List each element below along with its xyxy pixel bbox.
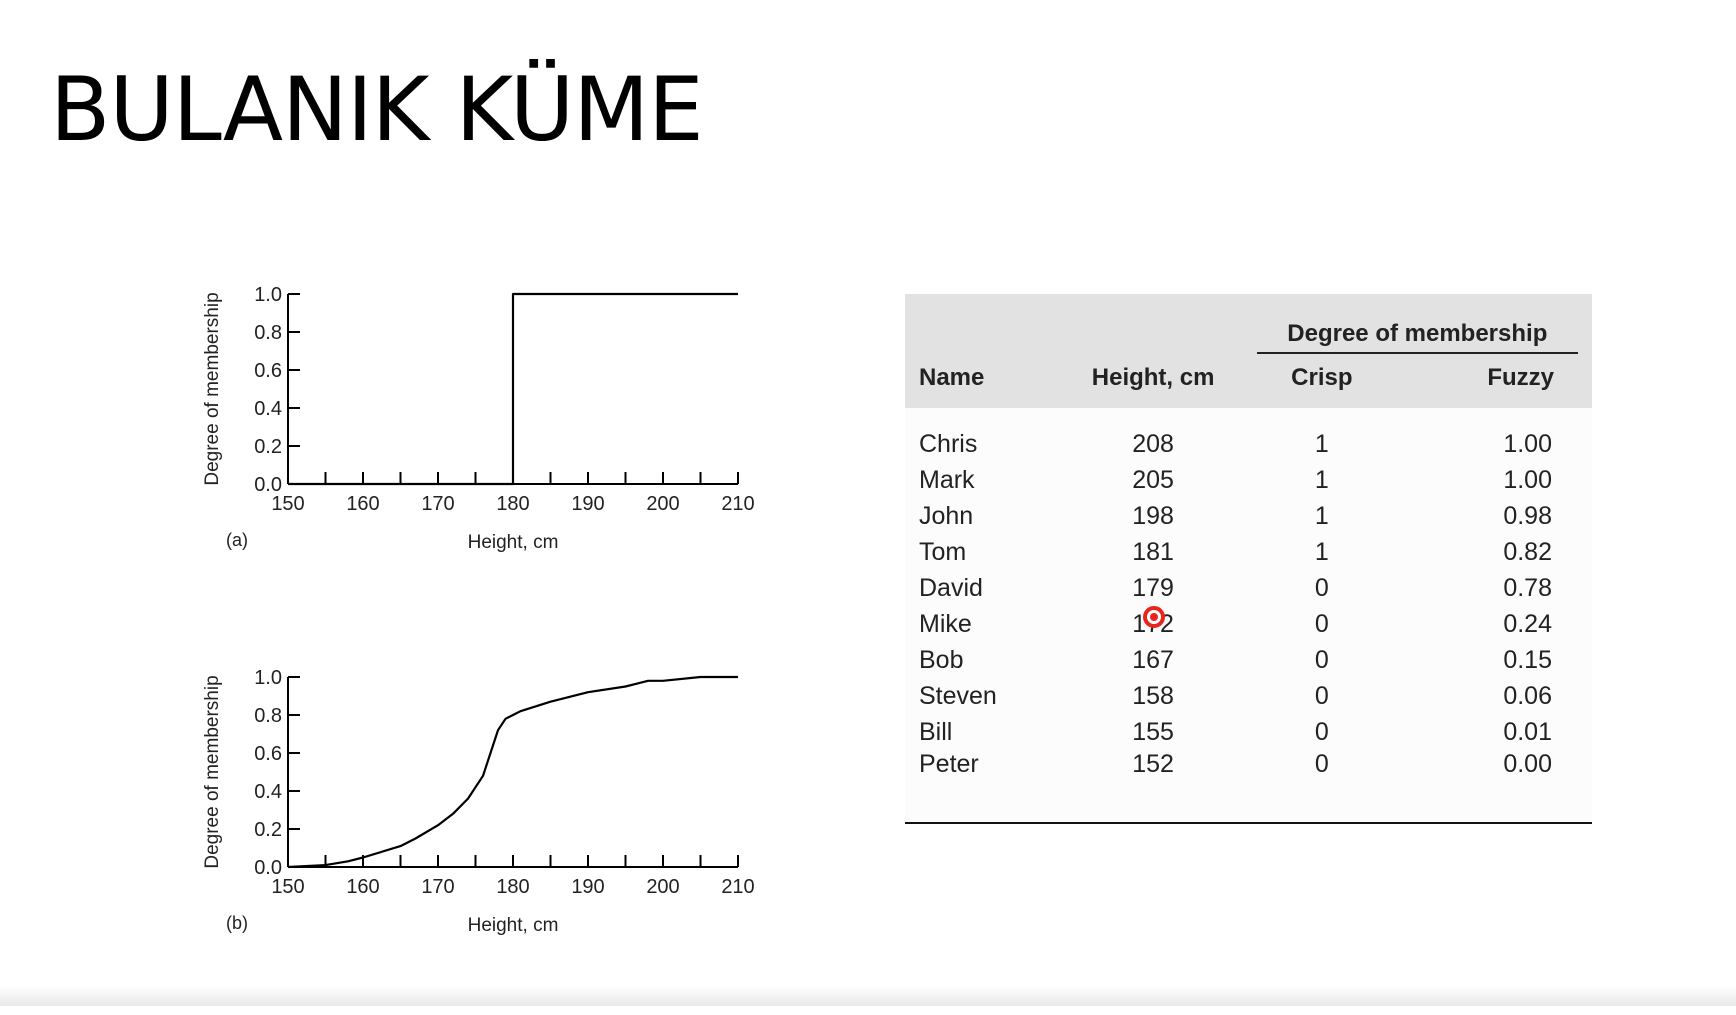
cell-crisp: 0: [1240, 606, 1404, 642]
group-header-degree-of-membership: Degree of membership: [1240, 294, 1592, 354]
cell-fuzzy: 1.00: [1403, 426, 1592, 462]
y-tick-label: 0.4: [254, 398, 282, 420]
table-body: Chris 208 1 1.00 Mark 205 1 1.00 John 19…: [905, 408, 1592, 824]
cell-height: 181: [1065, 534, 1241, 570]
chart-b: 0.0 0.2 0.4 0.6 0.8 1.0 150 160 170 180 190 200 210 D…: [200, 655, 860, 1015]
y-tick-label: 0.0: [254, 474, 282, 496]
cell-crisp: 0: [1240, 642, 1404, 678]
cell-height: 155: [1065, 714, 1241, 750]
x-tick-label: 190: [571, 493, 604, 515]
cell-height: 208: [1065, 426, 1241, 462]
bottom-edge: [0, 986, 1736, 1006]
y-tick-label: 0.8: [254, 705, 282, 727]
table-row: John 198 1 0.98: [905, 498, 1592, 534]
x-tick-label: 160: [346, 493, 379, 515]
x-tick-label: 150: [271, 493, 304, 515]
x-tick-label: 170: [421, 493, 454, 515]
x-tick-label: 190: [571, 876, 604, 898]
x-axis-title: Height, cm: [468, 915, 559, 936]
cell-name: Tom: [905, 534, 1066, 570]
panel-label: (b): [226, 913, 248, 933]
cell-height: 152: [1065, 750, 1241, 824]
x-tick-label: 200: [646, 493, 679, 515]
cell-height: 158: [1065, 678, 1241, 714]
cell-crisp: 0: [1240, 678, 1404, 714]
y-axis-title: Degree of membership: [202, 292, 223, 485]
cell-height: 205: [1065, 462, 1241, 498]
panel-label: (a): [226, 530, 248, 550]
cell-name: Chris: [905, 426, 1066, 462]
column-header-name: Name: [905, 354, 1066, 408]
membership-table: Degree of membership Name Height, cm Cri…: [905, 294, 1592, 824]
cell-fuzzy: 0.24: [1403, 606, 1592, 642]
cell-fuzzy: 0.01: [1403, 714, 1592, 750]
y-tick-label: 1.0: [254, 667, 282, 689]
cell-fuzzy: 0.98: [1403, 498, 1592, 534]
pointer-highlight-icon: [1143, 606, 1165, 628]
column-header-height: Height, cm: [1065, 354, 1241, 408]
cell-fuzzy: 0.82: [1403, 534, 1592, 570]
cell-name: Peter: [905, 750, 1066, 824]
cell-name: John: [905, 498, 1066, 534]
cell-crisp: 1: [1240, 498, 1404, 534]
cell-name: Mike: [905, 606, 1066, 642]
y-axis-title: Degree of membership: [202, 675, 223, 868]
y-tick-label: 1.0: [254, 284, 282, 306]
x-tick-label: 180: [496, 493, 529, 515]
y-tick-label: 0.0: [254, 857, 282, 879]
table-row: Tom 181 1 0.82: [905, 534, 1592, 570]
cell-crisp: 1: [1240, 534, 1404, 570]
cell-height: 179: [1065, 570, 1241, 606]
cell-name: David: [905, 570, 1066, 606]
table-group-header-row: Degree of membership: [905, 294, 1592, 354]
cell-fuzzy: 0.00: [1403, 750, 1592, 824]
x-tick-label: 160: [346, 876, 379, 898]
y-tick-label: 0.8: [254, 322, 282, 344]
cell-fuzzy: 0.06: [1403, 678, 1592, 714]
table-row: Steven 158 0 0.06: [905, 678, 1592, 714]
cell-fuzzy: 0.15: [1403, 642, 1592, 678]
chart-a: 0.0 0.2 0.4 0.6 0.8 1.0 150 160 170 180 190 200 210 D…: [200, 272, 860, 632]
table-column-header-row: Name Height, cm Crisp Fuzzy: [905, 354, 1592, 408]
table-row: Mike 172 0 0.24: [905, 606, 1592, 642]
cell-height: 167: [1065, 642, 1241, 678]
table-row: Bill 155 0 0.01: [905, 714, 1592, 750]
cell-fuzzy: 1.00: [1403, 462, 1592, 498]
y-tick-label: 0.4: [254, 781, 282, 803]
chart-a-svg: 0.0 0.2 0.4 0.6 0.8 1.0 150 160 170 180 190 200 210 D…: [202, 284, 755, 553]
column-header-fuzzy: Fuzzy: [1403, 354, 1592, 408]
x-tick-label: 150: [271, 876, 304, 898]
x-axis-title: Height, cm: [468, 532, 559, 553]
chart-b-svg: 0.0 0.2 0.4 0.6 0.8 1.0 150 160 170 180 190 200 210 D…: [202, 667, 755, 936]
table-row: David 179 0 0.78: [905, 570, 1592, 606]
column-header-crisp: Crisp: [1240, 354, 1404, 408]
x-tick-label: 180: [496, 876, 529, 898]
cell-crisp: 1: [1240, 462, 1404, 498]
table-row: Peter 152 0 0.00: [905, 750, 1592, 824]
table-row: Bob 167 0 0.15: [905, 642, 1592, 678]
slide-title: BULANIK KÜME: [50, 58, 704, 161]
cell-crisp: 0: [1240, 750, 1404, 824]
series-line: [288, 292, 738, 486]
cell-crisp: 0: [1240, 714, 1404, 750]
cell-name: Bob: [905, 642, 1066, 678]
cell-fuzzy: 0.78: [1403, 570, 1592, 606]
cell-height: 198: [1065, 498, 1241, 534]
x-tick-label: 210: [721, 493, 754, 515]
y-tick-label: 0.6: [254, 743, 282, 765]
cell-name: Steven: [905, 678, 1066, 714]
y-tick-label: 0.2: [254, 436, 282, 458]
y-tick-label: 0.6: [254, 360, 282, 382]
y-tick-label: 0.2: [254, 819, 282, 841]
x-tick-label: 170: [421, 876, 454, 898]
cell-crisp: 0: [1240, 570, 1404, 606]
x-tick-label: 200: [646, 876, 679, 898]
table-row: Mark 205 1 1.00: [905, 462, 1592, 498]
cell-name: Mark: [905, 462, 1066, 498]
series-line: [287, 675, 738, 869]
table-row: Chris 208 1 1.00: [905, 426, 1592, 462]
cell-crisp: 1: [1240, 426, 1404, 462]
x-tick-label: 210: [721, 876, 754, 898]
cell-name: Bill: [905, 714, 1066, 750]
